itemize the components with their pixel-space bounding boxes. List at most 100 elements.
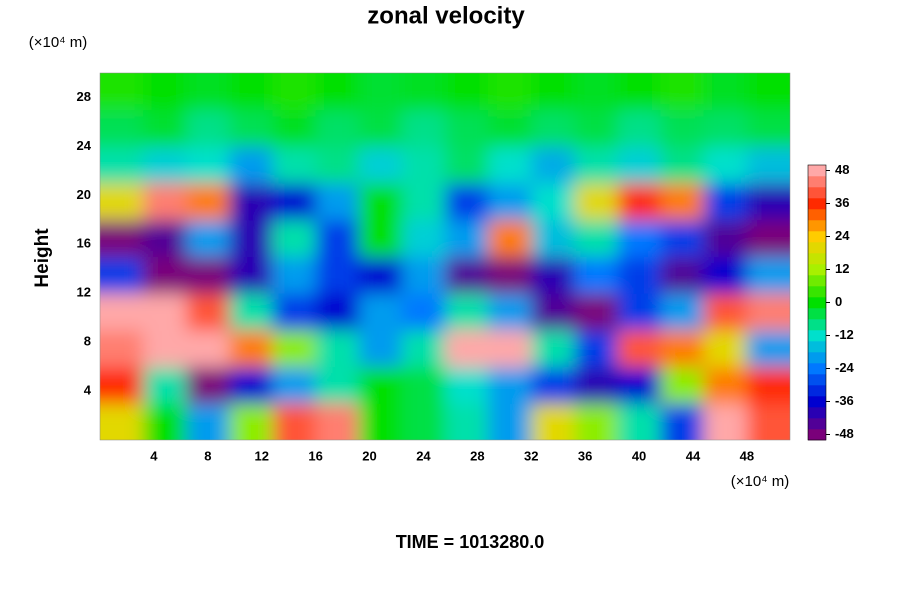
colorbar-swatch	[808, 231, 826, 243]
heatmap-cell	[746, 256, 790, 294]
heatmap-cell	[358, 109, 403, 147]
heatmap-cell	[358, 183, 403, 221]
colorbar-swatch	[808, 275, 826, 287]
heatmap-cell	[746, 183, 790, 221]
heatmap-cell	[186, 109, 230, 147]
heatmap-cell	[445, 366, 489, 404]
y-tick-label: 28	[77, 89, 91, 104]
heatmap-cell	[531, 293, 575, 331]
heatmap-cell	[703, 73, 748, 111]
colorbar-label: -48	[835, 426, 854, 441]
colorbar-swatch	[808, 165, 826, 177]
y-tick-label: 24	[77, 138, 92, 153]
heatmap-cell	[488, 403, 532, 440]
heatmap-cell	[660, 73, 705, 111]
heatmap-cell	[143, 109, 187, 147]
colorbar-swatch	[808, 308, 826, 320]
colorbar-swatch	[808, 429, 826, 441]
heatmap-cell	[531, 256, 575, 294]
heatmap-cell	[315, 73, 360, 111]
heatmap-cell	[703, 109, 748, 147]
heatmap-cell	[488, 256, 532, 294]
colorbar-swatch	[808, 253, 826, 265]
heatmap-cell	[100, 403, 144, 440]
colorbar: 48 36 24 12 0 -12 -24 -36 -48	[807, 162, 855, 441]
heatmap-cell	[488, 329, 532, 368]
colorbar-swatch	[808, 242, 826, 254]
heatmap-cell	[401, 146, 446, 184]
heatmap-cell	[143, 219, 187, 257]
heatmap-cell	[660, 109, 705, 147]
heatmap-cell	[401, 183, 446, 221]
heatmap-cell	[186, 256, 230, 294]
colorbar-swatch	[808, 297, 826, 309]
heatmap-cell	[445, 293, 489, 331]
heatmap-cell	[531, 146, 575, 184]
heatmap-cell	[574, 109, 618, 147]
colorbar-swatch	[808, 176, 826, 188]
heatmap-cell	[703, 183, 748, 221]
y-unit: (×10⁴ m)	[29, 34, 88, 51]
heatmap-cell	[617, 366, 662, 404]
heatmap-cell	[100, 219, 144, 257]
y-tick-label: 16	[77, 236, 91, 251]
heatmap-cell	[488, 219, 532, 257]
heatmap-cell	[488, 109, 532, 147]
heatmap-cell	[315, 293, 360, 331]
colorbar-swatch	[808, 330, 826, 342]
x-tick-label: 28	[470, 448, 484, 463]
x-unit: (×10⁴ m)	[731, 473, 790, 490]
colorbar-swatch	[808, 374, 826, 386]
heatmap-cell	[703, 329, 748, 368]
heatmap-cell	[186, 329, 230, 368]
heatmap-cell	[488, 183, 532, 221]
heatmap-cell	[531, 219, 575, 257]
heatmap-cell	[703, 366, 748, 404]
heatmap-cell	[660, 329, 705, 368]
heatmap-cell	[445, 329, 489, 368]
heatmap-cell	[660, 256, 705, 294]
heatmap-cell	[272, 109, 317, 147]
heatmap-cell	[229, 366, 273, 404]
heatmap-cell	[186, 293, 230, 331]
heatmap-cell	[746, 219, 790, 257]
heatmap-cell	[617, 73, 662, 111]
heatmap-cell	[100, 293, 144, 331]
colorbar-swatch	[808, 407, 826, 419]
heatmap-cell	[143, 293, 187, 331]
heatmap-cell	[272, 146, 317, 184]
y-label: Height	[32, 228, 53, 288]
heatmap-cell	[746, 366, 790, 404]
heatmap-cell	[617, 329, 662, 368]
heatmap-cell	[272, 293, 317, 331]
heatmap-cell	[315, 403, 360, 440]
colorbar-swatch	[808, 264, 826, 276]
heatmap-cell	[401, 366, 446, 404]
heatmap-cell	[186, 366, 230, 404]
heatmap-cell	[488, 73, 532, 111]
colorbar-label: 36	[835, 195, 849, 210]
heatmap-cell	[445, 146, 489, 184]
heatmap-cell	[617, 293, 662, 331]
heatmap-cell	[574, 366, 618, 404]
colorbar-label: 48	[835, 162, 849, 177]
heatmap-cell	[703, 146, 748, 184]
heatmap-cell	[488, 293, 532, 331]
x-tick-label: 40	[632, 448, 646, 463]
heatmap-cell	[315, 146, 360, 184]
heatmap-cell	[617, 256, 662, 294]
heatmap-cell	[531, 109, 575, 147]
x-tick-label: 36	[578, 448, 592, 463]
heatmap-cell	[143, 403, 187, 440]
heatmap-cell	[186, 403, 230, 440]
heatmap-cell	[746, 109, 790, 147]
colorbar-label: 12	[835, 261, 849, 276]
heatmap-cell	[660, 366, 705, 404]
heatmap-cell	[445, 73, 489, 111]
heatmap-cell	[401, 329, 446, 368]
heatmap-cell	[143, 366, 187, 404]
x-tick-label: 4	[150, 448, 158, 463]
heatmap-cell	[445, 109, 489, 147]
heatmap-cell	[143, 329, 187, 368]
heatmap-cell	[531, 183, 575, 221]
